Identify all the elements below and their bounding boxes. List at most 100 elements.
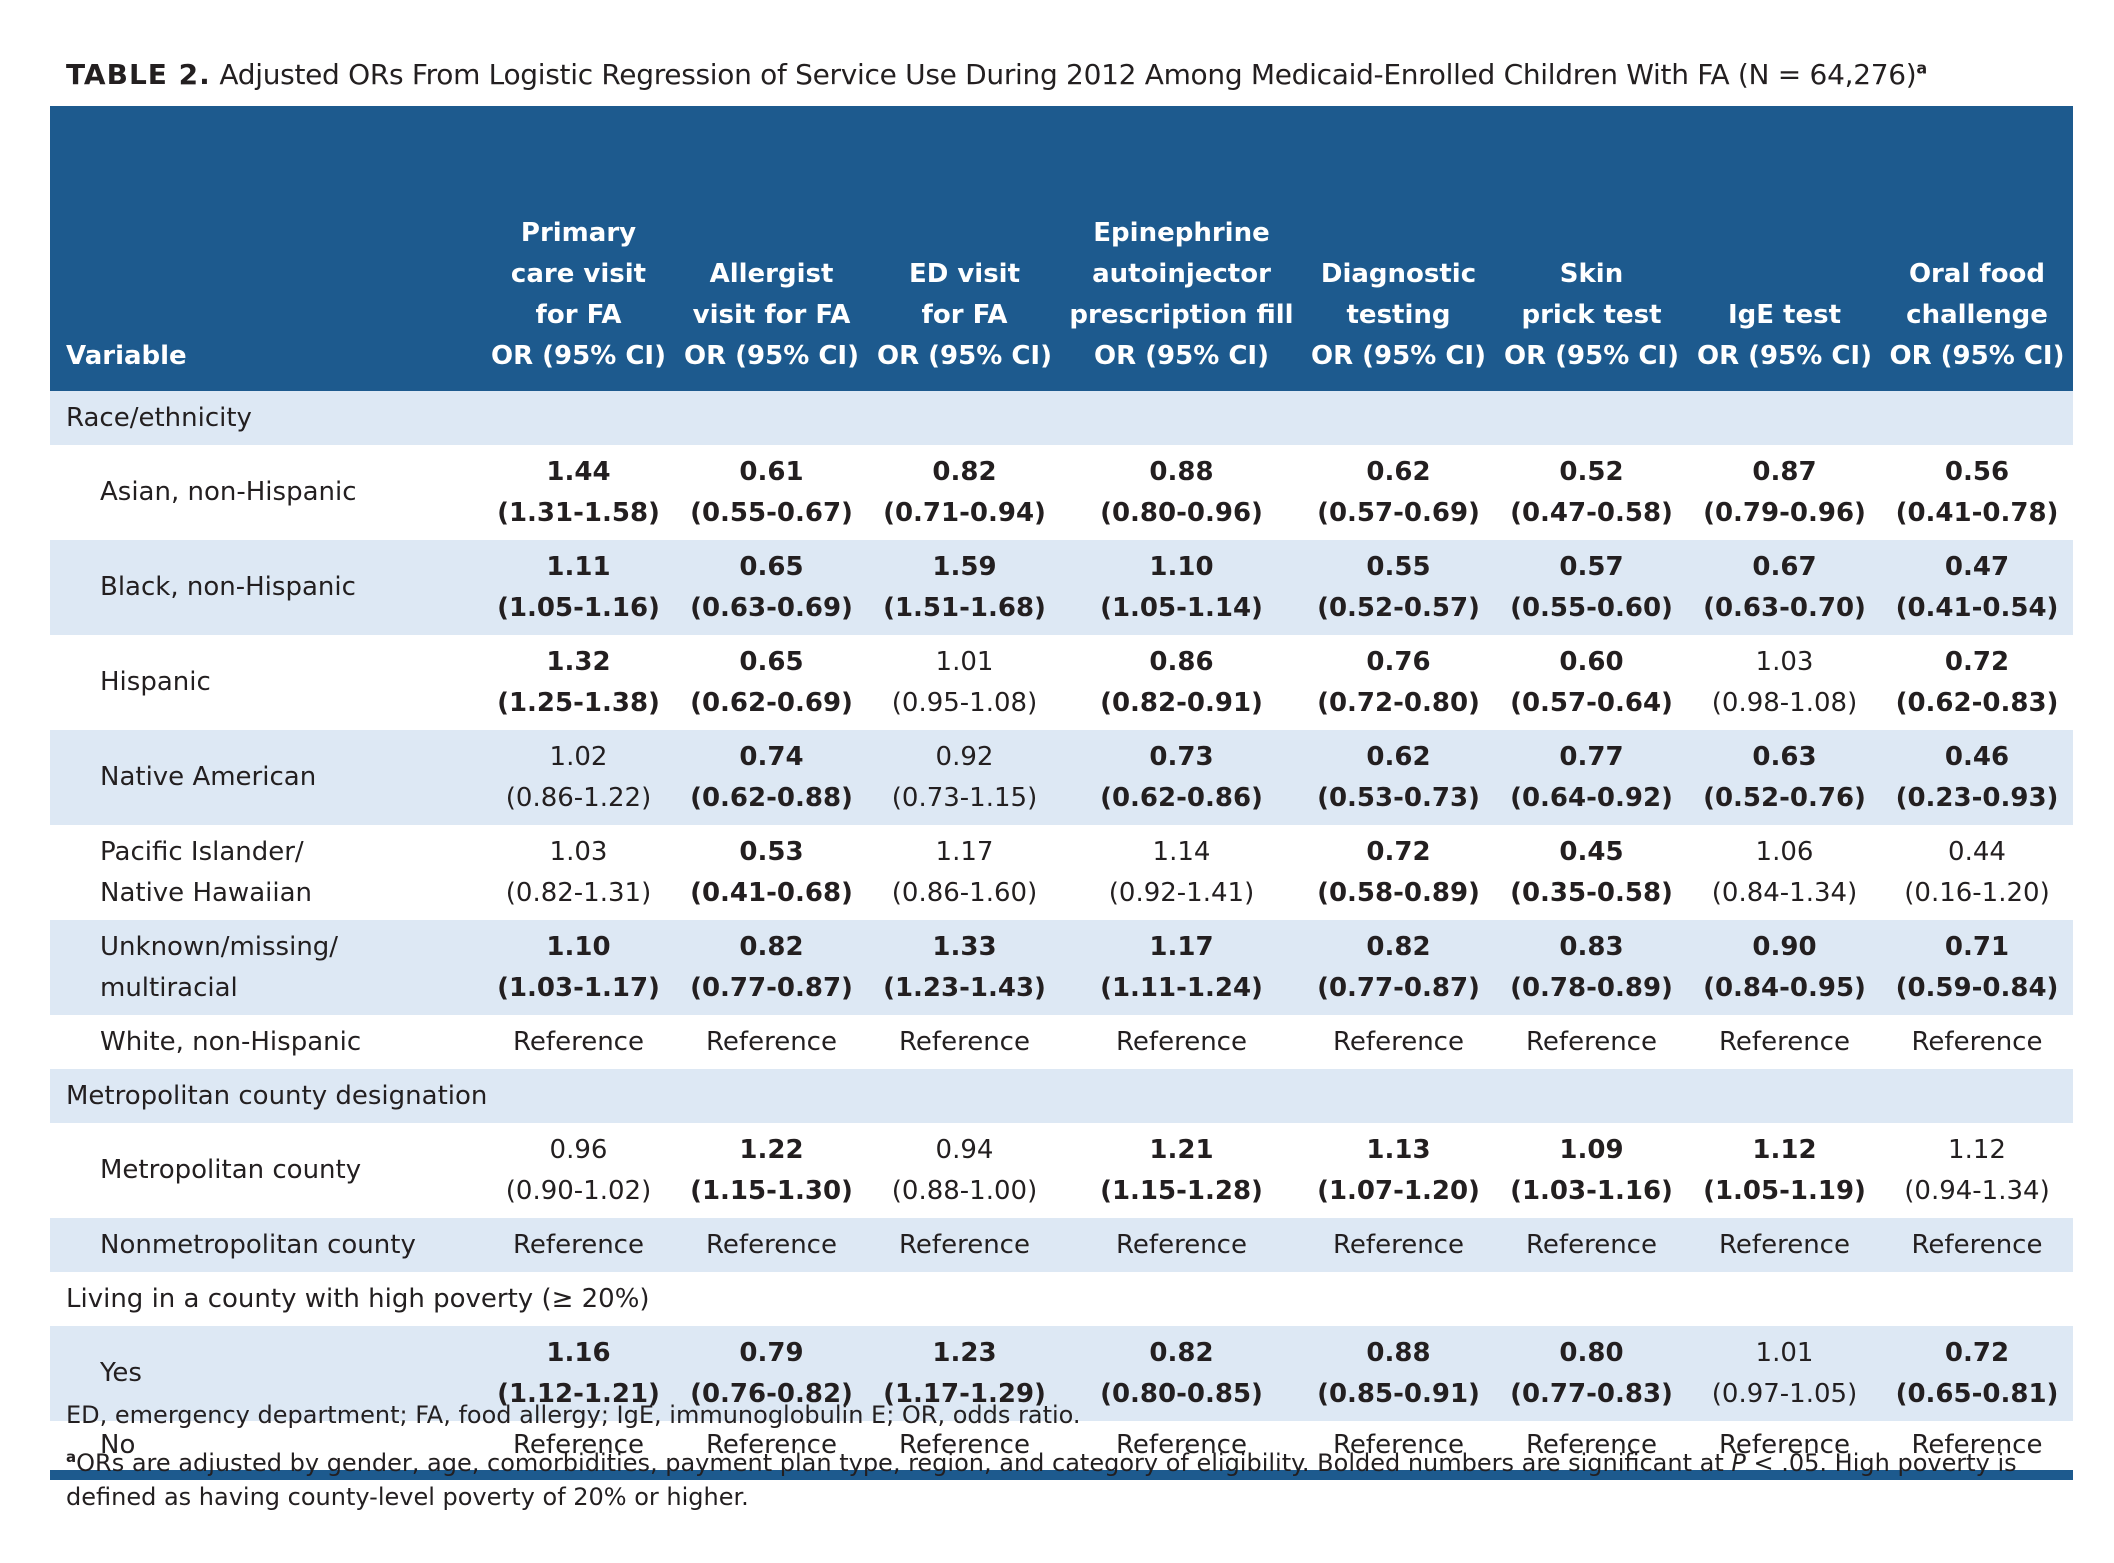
odds-ratio: 0.60 <box>1559 646 1624 677</box>
confidence-interval: (1.07-1.20) <box>1317 1175 1480 1206</box>
confidence-interval: (1.31-1.58) <box>497 497 660 528</box>
or-cell: 1.33 (1.23-1.43) <box>868 920 1061 1015</box>
row-label: Pacific Islander/Native Hawaiian <box>50 825 482 920</box>
odds-ratio: 0.83 <box>1559 931 1624 962</box>
column-header-line: IgE test <box>1727 300 1842 330</box>
footnote-mark: a <box>66 1448 77 1466</box>
column-subheader: OR (95% CI) <box>1889 341 2065 371</box>
or-cell: 1.01 (0.95-1.08) <box>868 635 1061 730</box>
column-header-line: Diagnostic <box>1320 259 1477 289</box>
data-row: Metropolitan county 0.96 (0.90-1.02) 1.22 (1… <box>50 1123 2073 1218</box>
confidence-interval: (0.55-0.60) <box>1510 592 1673 623</box>
confidence-interval: (0.64-0.92) <box>1510 782 1673 813</box>
confidence-interval: (0.63-0.69) <box>690 592 853 623</box>
or-cell: 1.11 (1.05-1.16) <box>482 540 675 635</box>
confidence-interval: (0.41-0.54) <box>1895 592 2059 623</box>
or-cell: 0.96 (0.90-1.02) <box>482 1123 675 1218</box>
row-label-line: No <box>100 1430 136 1460</box>
confidence-interval: (1.15-1.30) <box>690 1175 853 1206</box>
column-header-line: Allergist <box>709 259 834 289</box>
row-label: Black, non-Hispanic <box>50 540 482 635</box>
or-cell: 1.06 (0.84-1.34) <box>1688 825 1881 920</box>
column-subheader: OR (95% CI) <box>1311 341 1486 371</box>
odds-ratio: 0.65 <box>739 646 804 677</box>
confidence-interval: (0.23-0.93) <box>1895 782 2059 813</box>
odds-ratio: 1.17 <box>935 836 994 867</box>
column-subheader: OR (95% CI) <box>877 341 1052 371</box>
odds-ratio: 1.22 <box>739 1134 804 1165</box>
odds-ratio: 0.82 <box>739 931 804 962</box>
footnote: ED, emergency department; FA, food aller… <box>66 1398 2026 1432</box>
odds-ratio: 0.63 <box>1752 741 1817 772</box>
odds-ratio: 0.76 <box>1366 646 1431 677</box>
odds-ratio: 0.88 <box>1149 456 1214 487</box>
title-text: Adjusted ORs From Logistic Regression of… <box>219 58 1917 91</box>
confidence-interval: (0.82-1.31) <box>505 877 652 908</box>
reference-cell: Reference <box>1911 1430 2043 1460</box>
odds-ratio: 1.03 <box>549 836 608 867</box>
confidence-interval: (0.58-0.89) <box>1317 877 1480 908</box>
confidence-interval: (0.71-0.94) <box>883 497 1046 528</box>
odds-ratio: 1.02 <box>549 741 608 772</box>
data-table: Variable Primary care visit for FA OR (95% C… <box>50 106 2073 1480</box>
confidence-interval: (0.90-1.02) <box>505 1175 652 1206</box>
or-cell: 1.02 (0.86-1.22) <box>482 730 675 825</box>
confidence-interval: (1.25-1.38) <box>497 687 660 718</box>
or-cell: 0.56 (0.41-0.78) <box>1881 445 2073 540</box>
column-header: Allergist visit for FA OR (95% CI) <box>675 106 868 391</box>
confidence-interval: (1.05-1.14) <box>1100 592 1263 623</box>
confidence-interval: (0.98-1.08) <box>1711 687 1858 718</box>
data-row: Yes 1.16 (1.12-1.21) 0.79 (0.76-0.82) 1.23 (1.… <box>50 1326 2073 1421</box>
odds-ratio: 0.77 <box>1559 741 1624 772</box>
confidence-interval: (0.97-1.05) <box>1711 1378 1858 1409</box>
or-cell: 1.22 (1.15-1.30) <box>675 1123 868 1218</box>
table-body: Race/ethnicity Asian, non-Hispanic 1.44 (1.… <box>50 391 2073 1475</box>
reference-cell: Reference <box>899 1026 1030 1057</box>
confidence-interval: (0.62-0.69) <box>690 687 853 718</box>
odds-ratio: 0.62 <box>1366 741 1431 772</box>
or-cell: 0.88 (0.85-0.91) <box>1302 1326 1495 1421</box>
confidence-interval: (0.77-0.87) <box>690 972 853 1003</box>
data-row: White, non-Hispanic Reference Reference Ref… <box>50 1015 2073 1069</box>
odds-ratio: 0.57 <box>1559 551 1624 582</box>
odds-ratio: 1.32 <box>546 646 611 677</box>
reference-cell: Reference <box>1333 1026 1464 1057</box>
odds-ratio: 0.61 <box>739 456 804 487</box>
footnote: aORs are adjusted by gender, age, comorb… <box>66 1440 2026 1514</box>
or-cell: 0.61 (0.55-0.67) <box>675 445 868 540</box>
column-header-line: for FA <box>921 300 1008 330</box>
data-row: Asian, non-Hispanic 1.44 (1.31-1.58) 0.61 (0… <box>50 445 2073 540</box>
confidence-interval: (0.35-0.58) <box>1510 877 1673 908</box>
odds-ratio: 0.47 <box>1944 551 2010 582</box>
column-header: Primary care visit for FA OR (95% CI) <box>482 106 675 391</box>
footnotes: ED, emergency department; FA, food aller… <box>66 1398 2026 1522</box>
or-cell: 0.55 (0.52-0.57) <box>1302 540 1495 635</box>
or-cell: 0.65 (0.62-0.69) <box>675 635 868 730</box>
or-cell: 1.32 (1.25-1.38) <box>482 635 675 730</box>
confidence-interval: (0.62-0.88) <box>690 782 853 813</box>
confidence-interval: (0.86-1.60) <box>891 877 1038 908</box>
variable-header: Variable <box>50 106 482 391</box>
confidence-interval: (1.15-1.28) <box>1100 1175 1263 1206</box>
section-row: Race/ethnicity <box>50 391 2073 445</box>
or-cell: 1.14 (0.92-1.41) <box>1061 825 1302 920</box>
row-label: Nonmetropolitan county <box>50 1218 482 1272</box>
odds-ratio: 1.14 <box>1152 836 1211 867</box>
confidence-interval: (0.62-0.86) <box>1100 782 1263 813</box>
or-cell: 0.62 (0.53-0.73) <box>1302 730 1495 825</box>
or-cell: 0.52 (0.47-0.58) <box>1495 445 1688 540</box>
odds-ratio: 0.94 <box>935 1134 994 1165</box>
column-header: Skin prick test OR (95% CI) <box>1495 106 1688 391</box>
column-subheader: OR (95% CI) <box>1697 341 1872 371</box>
odds-ratio: 1.13 <box>1366 1134 1431 1165</box>
or-cell: 1.10 (1.05-1.14) <box>1061 540 1302 635</box>
column-header: IgE test OR (95% CI) <box>1688 106 1881 391</box>
reference-cell: Reference <box>482 1218 675 1272</box>
or-cell: 1.13 (1.07-1.20) <box>1302 1123 1495 1218</box>
odds-ratio: 1.10 <box>1149 551 1214 582</box>
odds-ratio: 0.82 <box>932 456 997 487</box>
row-label-line: multiracial <box>100 972 238 1003</box>
or-cell: 1.23 (1.17-1.29) <box>868 1326 1061 1421</box>
confidence-interval: (1.03-1.16) <box>1510 1175 1673 1206</box>
